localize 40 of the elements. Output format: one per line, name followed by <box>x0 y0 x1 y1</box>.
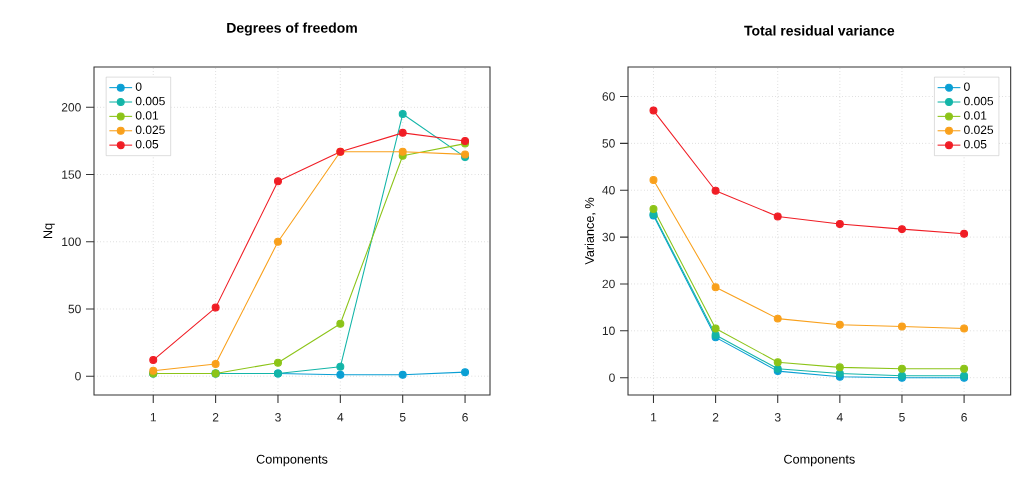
y-axis-title: Variance, % <box>584 197 596 265</box>
x-tick-label: 3 <box>774 413 781 422</box>
y-tick-label: 40 <box>602 185 615 195</box>
y-tick-label: 0 <box>75 371 81 381</box>
legend-label: 0.025 <box>964 125 994 135</box>
legend-label: 0.05 <box>135 139 159 149</box>
y-tick-label: 30 <box>602 232 615 242</box>
x-tick-label: 5 <box>399 413 406 422</box>
x-tick-label: 5 <box>899 413 905 422</box>
y-tick-label: 150 <box>62 170 81 179</box>
x-tick-label: 4 <box>337 413 344 422</box>
x-tick-label: 2 <box>712 413 719 422</box>
y-tick-label: 0 <box>609 373 615 382</box>
legend-label: 0.01 <box>135 111 159 120</box>
x-axis-title: Components <box>256 454 328 467</box>
y-tick-label: 20 <box>602 279 615 289</box>
legend-label: 0.005 <box>135 96 165 106</box>
legend-label: 0.01 <box>964 111 987 120</box>
y-tick-label: 50 <box>68 304 81 314</box>
legend-label: 0 <box>964 82 970 91</box>
x-tick-label: 3 <box>275 413 281 422</box>
x-tick-label: 6 <box>961 413 967 422</box>
x-tick-label: 4 <box>836 413 843 422</box>
legend-label: 0.005 <box>964 96 994 106</box>
y-tick-label: 200 <box>61 103 81 112</box>
chart-title: Total residual variance <box>744 25 895 36</box>
x-tick-label: 1 <box>150 413 156 422</box>
legend-label: 0.025 <box>135 125 165 135</box>
x-tick-label: 2 <box>212 413 219 422</box>
x-axis-title: Components <box>784 454 855 467</box>
legend-label: 0 <box>135 82 142 91</box>
chart-title: Degrees of freedom <box>227 22 357 36</box>
y-tick-label: 60 <box>602 92 615 101</box>
x-tick-label: 1 <box>651 413 657 422</box>
y-tick-label: 10 <box>602 326 615 336</box>
y-tick-label: 50 <box>602 139 615 148</box>
y-tick-label: 100 <box>62 237 81 247</box>
legend-label: 0.05 <box>964 139 987 149</box>
y-axis-title: Nq <box>43 223 55 239</box>
x-tick-label: 6 <box>462 413 468 422</box>
